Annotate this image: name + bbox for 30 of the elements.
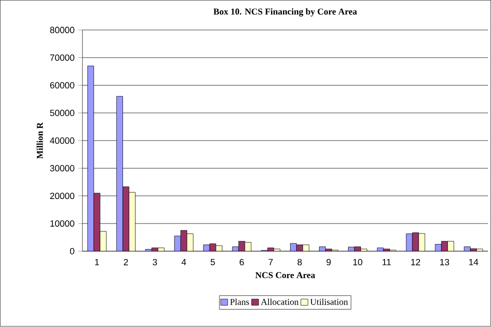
x-tick-label: 7 [268,259,273,266]
x-tick-label: 5 [210,259,215,266]
x-tick-label: 1 [95,259,99,266]
y-tick-label: 60000 [50,82,74,89]
x-tick-label: 2 [124,259,128,266]
x-tick-label: 10 [353,259,362,266]
y-axis-title: Million R [36,122,43,159]
x-tick-label: 4 [182,259,186,266]
legend-label: Utilisation [310,298,348,306]
bar [244,242,252,252]
y-tick-label: 40000 [50,138,74,144]
x-axis-title: NCS Core Area [255,272,316,278]
legend-label: Allocation [260,298,299,306]
y-tick-label: 70000 [50,54,74,62]
x-tick-label: 9 [326,259,331,266]
x-tick-label: 13 [440,259,450,266]
y-tick-label: 30000 [50,165,74,172]
y-tick-label: 20000 [50,192,74,200]
y-tick-label: 80000 [50,27,74,34]
x-tick-label: 3 [152,259,157,266]
y-tick-label: 0 [70,248,74,255]
x-tick-label: 11 [382,259,391,266]
x-tick-label: 12 [411,259,420,266]
x-tick-label: 14 [469,259,478,266]
y-tick-label: 50000 [50,110,74,116]
x-tick-label: 8 [298,259,302,266]
legend-label: Plans [230,298,250,306]
x-tick-label: 6 [240,259,244,266]
chart-title: Box 10. NCS Financing by Core Area [214,8,357,17]
y-tick-label: 10000 [50,220,74,227]
